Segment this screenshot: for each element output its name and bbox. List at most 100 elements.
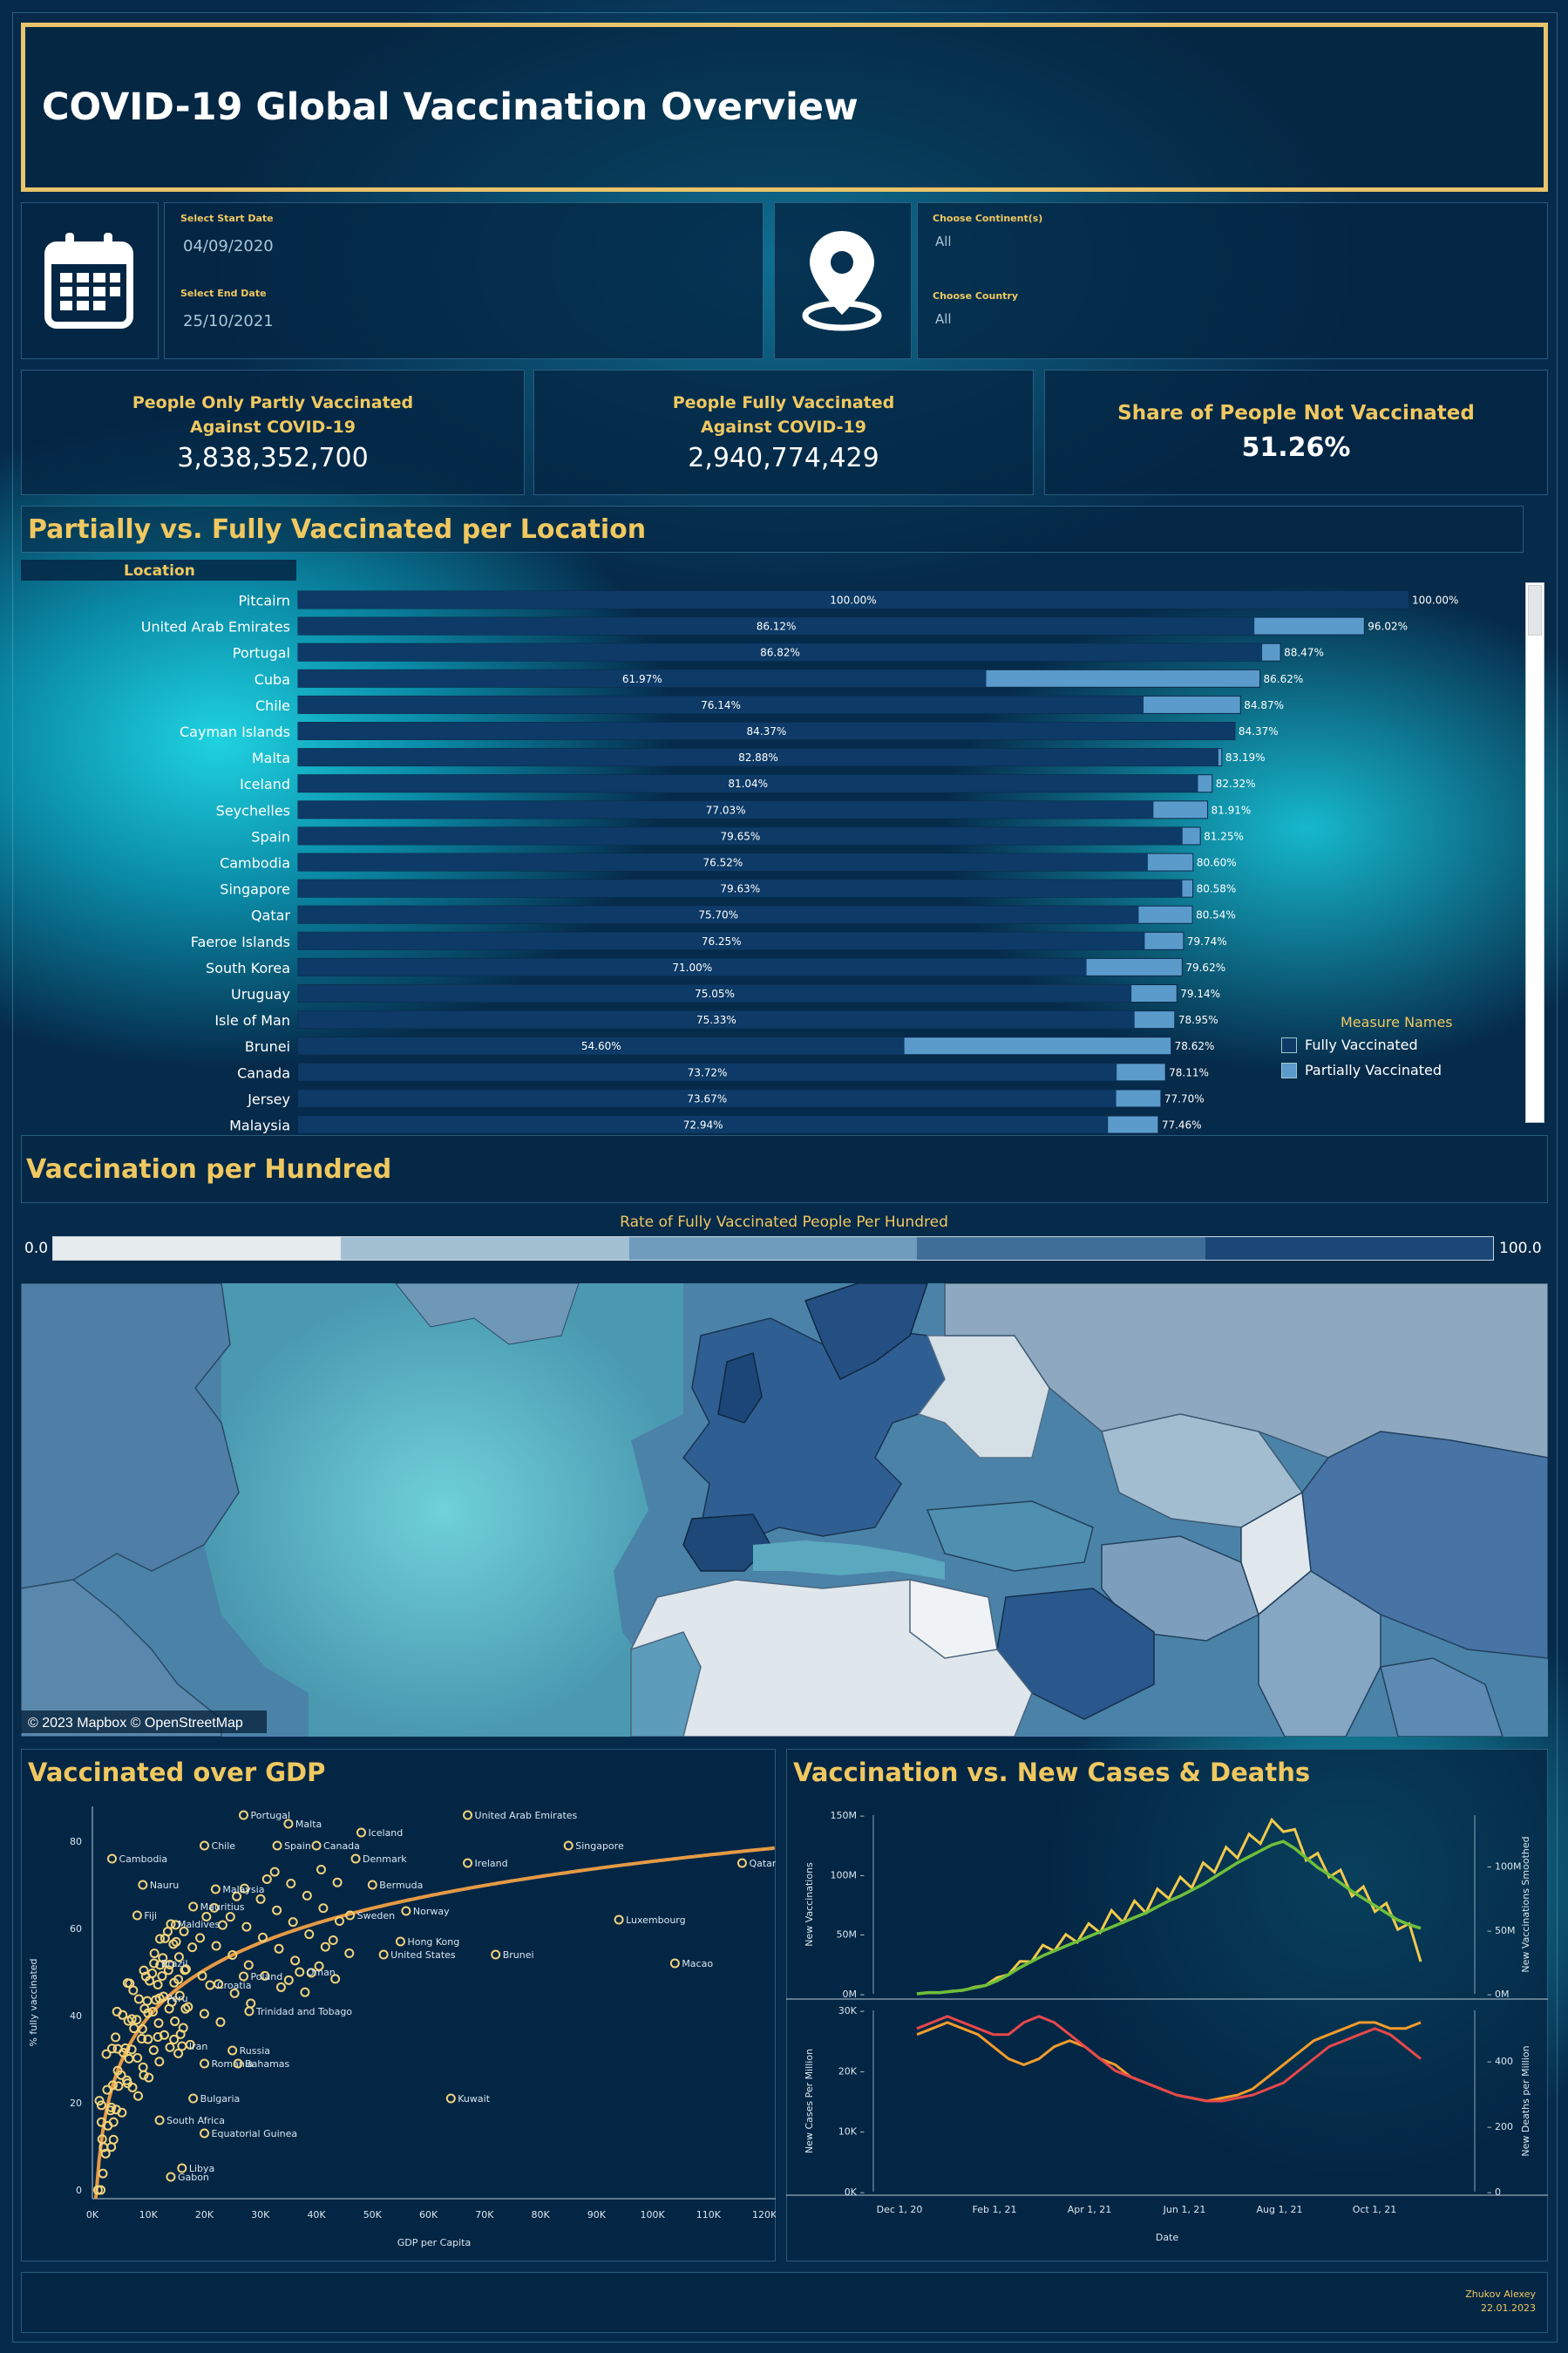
scatter-point[interactable] [272,1905,282,1915]
scatter-point[interactable] [106,1853,117,1864]
scatter-point[interactable] [96,2117,106,2127]
scatter-point[interactable] [153,2018,164,2029]
scatter-point[interactable] [107,2080,118,2091]
start-date-input[interactable]: 04/09/2020 [183,237,274,255]
scatter-point[interactable] [173,1974,184,1984]
bar-fully[interactable] [298,748,1218,766]
bar-fully[interactable] [298,1089,1117,1107]
scatter-point[interactable] [241,1921,252,1932]
scatter-point[interactable] [395,1936,405,1947]
scatter-point[interactable] [463,1810,473,1820]
scatter-point[interactable] [157,1971,167,1982]
scatter-point[interactable] [132,2015,142,2025]
scatter-point[interactable] [272,1840,282,1851]
scatter-point[interactable] [112,2006,122,2016]
bar-fully[interactable] [298,643,1263,662]
scatter-point[interactable] [187,1942,198,1953]
bar-row[interactable]: Cayman Islands 84.37% 84.37% [180,722,1279,741]
bar-chart-scrollbar[interactable] [1525,582,1544,1123]
scatter-point[interactable] [163,1965,173,1976]
scatter-point[interactable] [205,1980,215,1990]
scatter-point[interactable] [132,2052,143,2063]
bar-row[interactable]: Brunei 54.60% 78.62% [245,1037,1215,1056]
scatter-point[interactable] [304,1929,315,1940]
scatter-point[interactable] [166,1996,177,2007]
scatter-point[interactable] [243,1960,254,1970]
legend-fully-label[interactable]: Fully Vaccinated [1305,1037,1418,1053]
scatter-point[interactable] [261,1874,272,1884]
end-date-input[interactable]: 25/10/2021 [183,312,274,330]
bar-row[interactable]: Uruguay 75.05% 79.14% [231,984,1220,1003]
scatter-point[interactable] [200,2128,210,2139]
scatter-point[interactable] [166,1919,176,1929]
scatter-point[interactable] [367,1880,377,1890]
bar-row[interactable]: South Korea 71.00% 79.62% [206,957,1225,976]
scrollbar-thumb[interactable] [1528,585,1542,636]
scatter-point[interactable] [108,2134,119,2145]
scatter-point[interactable] [233,2058,243,2069]
scatter-point[interactable] [344,1948,355,1958]
scatter-point[interactable] [345,1910,356,1921]
scatter-point[interactable] [269,1867,280,1877]
scatter-point[interactable] [302,1890,312,1901]
bar-fully[interactable] [298,1010,1135,1029]
scatter-point[interactable] [129,2023,139,2034]
scatter-point[interactable] [209,1902,220,1913]
scatter-point[interactable] [126,2014,137,2024]
scatter-point[interactable] [149,1958,160,1969]
choropleth-map[interactable]: © 2023 Mapbox © OpenStreetMap [21,1283,1548,1737]
legend-swatch-partial[interactable] [1281,1063,1297,1078]
scatter-point[interactable] [173,1952,184,1962]
scatter-point[interactable] [98,2142,109,2152]
bar-fully[interactable] [298,774,1198,792]
scatter-point[interactable] [111,2105,121,2115]
scatter-point[interactable] [260,1970,270,1981]
legend-partial-label[interactable]: Partially Vaccinated [1305,1062,1442,1078]
scatter-point[interactable] [183,2002,193,2012]
scatter-point[interactable] [177,2163,187,2173]
new-vaccinations-line[interactable] [916,1817,1422,1996]
scatter-point[interactable] [154,1993,165,2003]
scatter-point[interactable] [96,2100,106,2111]
scatter-point[interactable] [201,1911,212,1921]
region-west-africa[interactable] [630,1631,702,1737]
bar-row[interactable]: Canada 73.72% 78.11% [237,1063,1209,1082]
scatter-point[interactable] [113,2081,124,2091]
region-iran[interactable] [1101,1535,1259,1642]
scatter-point[interactable] [142,1996,153,2006]
scatter-point[interactable] [188,2093,199,2104]
scatter-point[interactable] [174,1990,185,2001]
bar-row[interactable]: Faeroe Islands 76.25% 79.74% [191,931,1227,950]
region-north-america[interactable] [21,1283,240,1589]
scatter-point[interactable] [147,2007,158,2017]
scatter-point[interactable] [217,1920,227,1930]
scatter-point[interactable] [111,2032,121,2043]
scatter-point[interactable] [311,1840,322,1851]
scatter-point[interactable] [173,2048,184,2058]
scatter-point[interactable] [200,2058,210,2069]
scatter-point[interactable] [334,1916,344,1927]
scatter-point[interactable] [143,2034,153,2044]
scatter-point[interactable] [227,1950,238,1961]
scatter-point[interactable] [137,2023,147,2034]
scatter-point[interactable] [98,2168,108,2179]
scatter-point[interactable] [229,1988,240,1998]
scatter-point[interactable] [138,1880,148,1890]
scatter-point[interactable] [491,1949,501,1960]
bar-row[interactable]: Malaysia 72.94% 77.46% [229,1115,1202,1133]
scatter-point[interactable] [318,1903,329,1914]
new-vaccinations-smoothed-line[interactable] [916,1840,1422,1996]
scatter-point[interactable] [199,2009,209,2019]
bar-row[interactable]: Spain 79.65% 81.25% [251,826,1244,846]
scatter-point[interactable] [153,1979,163,1989]
scatter-point[interactable] [132,1910,142,1921]
scatter-point[interactable] [139,2070,149,2080]
scatter-point[interactable] [180,1964,191,1975]
scatter-point[interactable] [122,2078,132,2089]
scatter-point[interactable] [257,1932,268,1942]
scatter-point[interactable] [232,1891,242,1901]
bar-fully[interactable] [298,906,1139,924]
scatter-point[interactable] [169,2034,180,2044]
scatter-point[interactable] [165,2042,175,2052]
scatter-point[interactable] [239,1810,249,1820]
